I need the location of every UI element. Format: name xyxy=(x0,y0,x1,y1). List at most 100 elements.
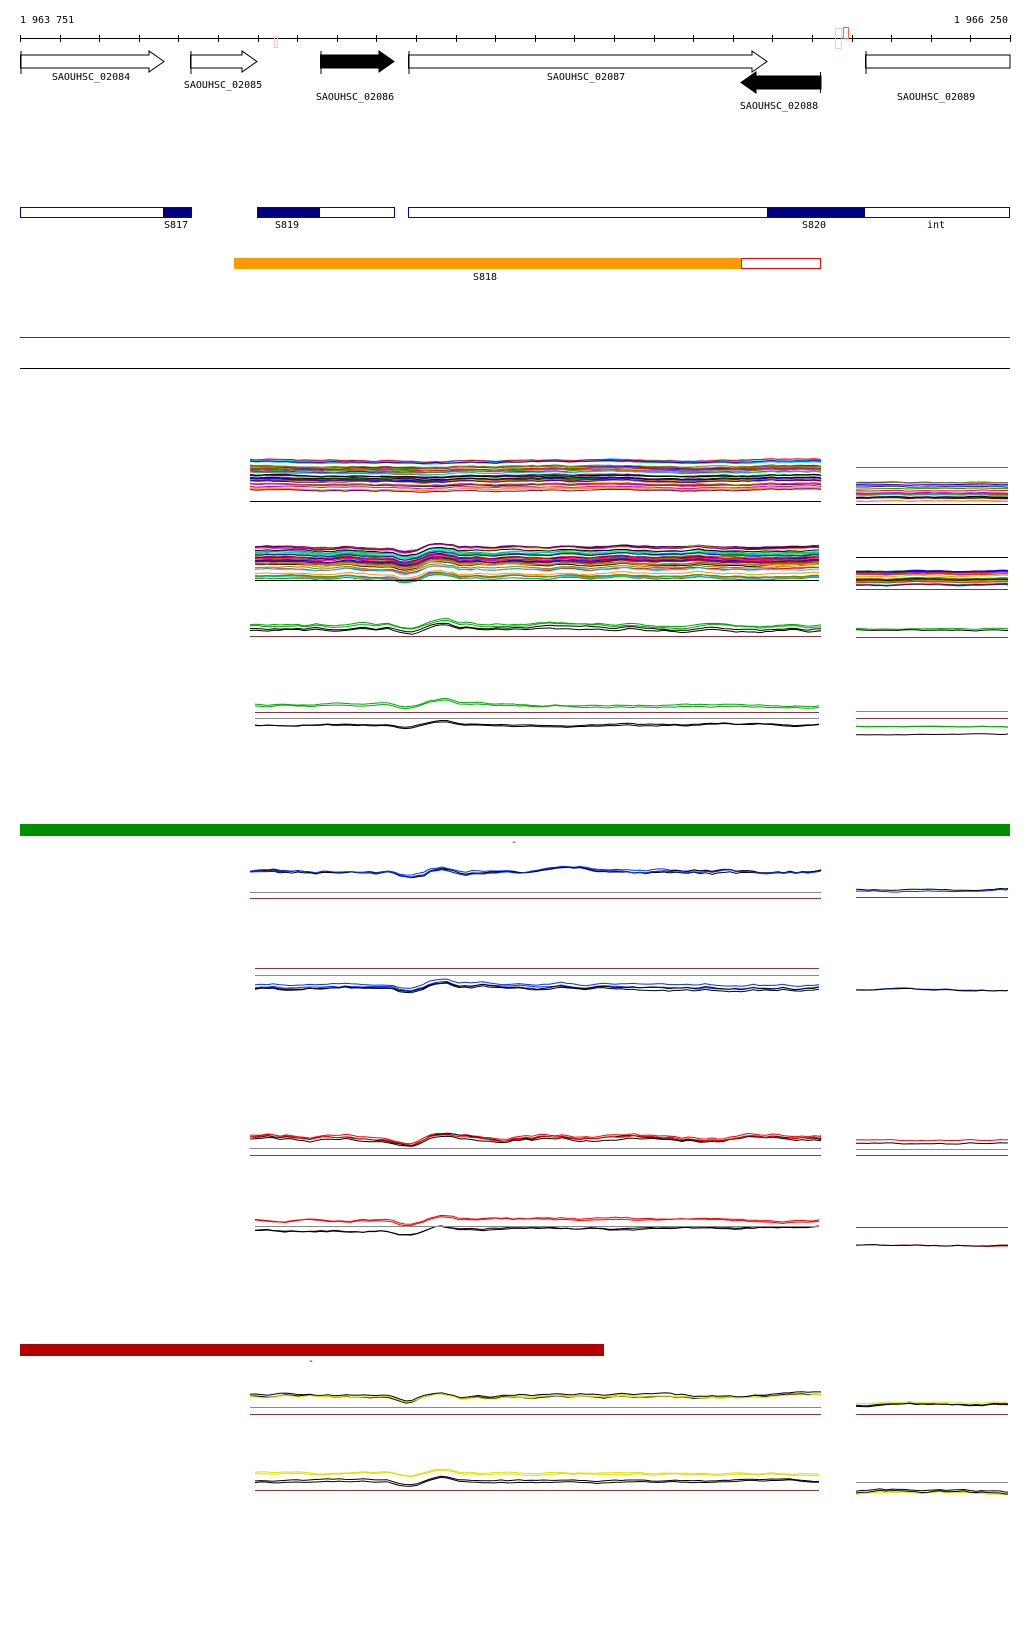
expression-line xyxy=(856,485,1009,488)
expression-line xyxy=(249,478,822,483)
gene-arrow xyxy=(20,50,165,73)
expression-line xyxy=(855,496,1009,499)
expression-line xyxy=(249,486,822,492)
expression-line xyxy=(254,542,820,553)
gene-arrow xyxy=(320,50,395,73)
expression-line xyxy=(249,468,822,474)
expression-line xyxy=(855,570,1009,573)
gene-box xyxy=(865,54,1011,69)
expression-line xyxy=(855,570,1009,574)
expression-line xyxy=(254,559,820,569)
expression-line xyxy=(254,1470,820,1478)
expression-line xyxy=(254,565,820,576)
expression-line xyxy=(249,865,822,878)
expression-line xyxy=(856,578,1009,581)
expression-line xyxy=(255,721,820,730)
segment-bar-orange[interactable] xyxy=(234,258,741,269)
segment-highlight xyxy=(258,208,320,217)
expression-line xyxy=(254,697,820,708)
segment-highlight xyxy=(163,208,191,217)
expression-line xyxy=(855,574,1009,578)
expression-line xyxy=(855,1243,1008,1247)
expression-line xyxy=(855,487,1009,490)
segment-label-s817: S817 xyxy=(164,220,188,231)
expression-line xyxy=(855,572,1009,576)
expression-line xyxy=(254,557,819,567)
expression-line xyxy=(254,699,820,710)
segment-label-s820: S820 xyxy=(802,220,826,231)
expression-line xyxy=(249,624,822,635)
segment-label-int: int xyxy=(927,220,945,231)
expression-line xyxy=(254,978,820,989)
coordinate-ruler xyxy=(20,27,1011,49)
expression-line xyxy=(855,887,1009,892)
expression-line xyxy=(855,1489,1008,1495)
expression-line xyxy=(249,467,822,472)
gene-label[interactable]: SAOUHSC_02084 xyxy=(52,72,130,83)
gene-label[interactable]: SAOUHSC_02086 xyxy=(316,92,394,103)
marker xyxy=(835,28,842,49)
ruler-start-label: 1 963 751 xyxy=(20,15,74,26)
expression-line xyxy=(249,473,822,479)
expression-line xyxy=(254,1476,819,1487)
expression-line xyxy=(254,546,820,557)
expression-line xyxy=(855,495,1009,498)
expression-line xyxy=(254,982,820,994)
marker xyxy=(843,27,849,39)
expression-line xyxy=(254,553,820,563)
expression-line xyxy=(249,458,822,463)
expression-line xyxy=(855,987,1009,992)
expression-line xyxy=(855,1488,1008,1493)
condition-bar-green[interactable] xyxy=(20,824,1010,836)
expression-line xyxy=(855,1138,1009,1142)
expression-line xyxy=(249,622,822,633)
expression-line xyxy=(249,1134,822,1146)
expression-line xyxy=(254,1216,820,1227)
expression-line xyxy=(855,629,1009,632)
expression-line xyxy=(254,1214,820,1225)
marker xyxy=(274,36,278,48)
gene-arrow xyxy=(408,50,768,73)
expression-line xyxy=(856,573,1009,576)
gene-track xyxy=(20,50,1011,94)
ruler-end-label: 1 966 250 xyxy=(954,15,1008,26)
condition-mark: - xyxy=(511,837,517,848)
expression-line xyxy=(249,476,822,481)
expression-line xyxy=(855,583,1009,587)
condition-bar-red[interactable] xyxy=(20,1344,604,1356)
expression-line xyxy=(249,459,822,464)
expression-line xyxy=(856,733,1009,736)
expression-line xyxy=(249,488,822,493)
expression-line xyxy=(254,981,820,993)
expression-line xyxy=(254,555,820,565)
gene-label[interactable]: SAOUHSC_02088 xyxy=(740,101,818,112)
segment-label-s818: S818 xyxy=(473,272,497,283)
segment-bar[interactable] xyxy=(408,207,1010,218)
gene-label[interactable]: SAOUHSC_02085 xyxy=(184,80,262,91)
expression-line xyxy=(255,573,820,583)
condition-mark: - xyxy=(308,1356,314,1367)
segment-highlight xyxy=(767,208,865,217)
expression-line xyxy=(855,627,1009,630)
segment-track: S817 S819 S820 int S818 xyxy=(20,207,1010,283)
gene-label[interactable]: SAOUHSC_02087 xyxy=(547,72,625,83)
expression-line xyxy=(249,1393,822,1403)
expression-line xyxy=(856,481,1009,484)
gene-arrow-reverse xyxy=(740,71,822,94)
expression-line xyxy=(254,1225,820,1236)
segment-bar[interactable] xyxy=(20,207,192,218)
expression-line xyxy=(856,1400,1009,1405)
expression-line xyxy=(249,478,822,483)
expression-line xyxy=(249,619,822,630)
expression-line xyxy=(249,484,822,490)
expression-line xyxy=(855,580,1009,584)
expression-line xyxy=(249,482,822,487)
expression-line xyxy=(254,548,820,558)
segment-bar-outline[interactable] xyxy=(741,258,821,269)
gene-label[interactable]: SAOUHSC_02089 xyxy=(897,92,975,103)
expression-line xyxy=(254,1468,820,1477)
expression-line xyxy=(255,1225,820,1236)
segment-bar[interactable] xyxy=(257,207,395,218)
expression-line xyxy=(249,1391,822,1402)
